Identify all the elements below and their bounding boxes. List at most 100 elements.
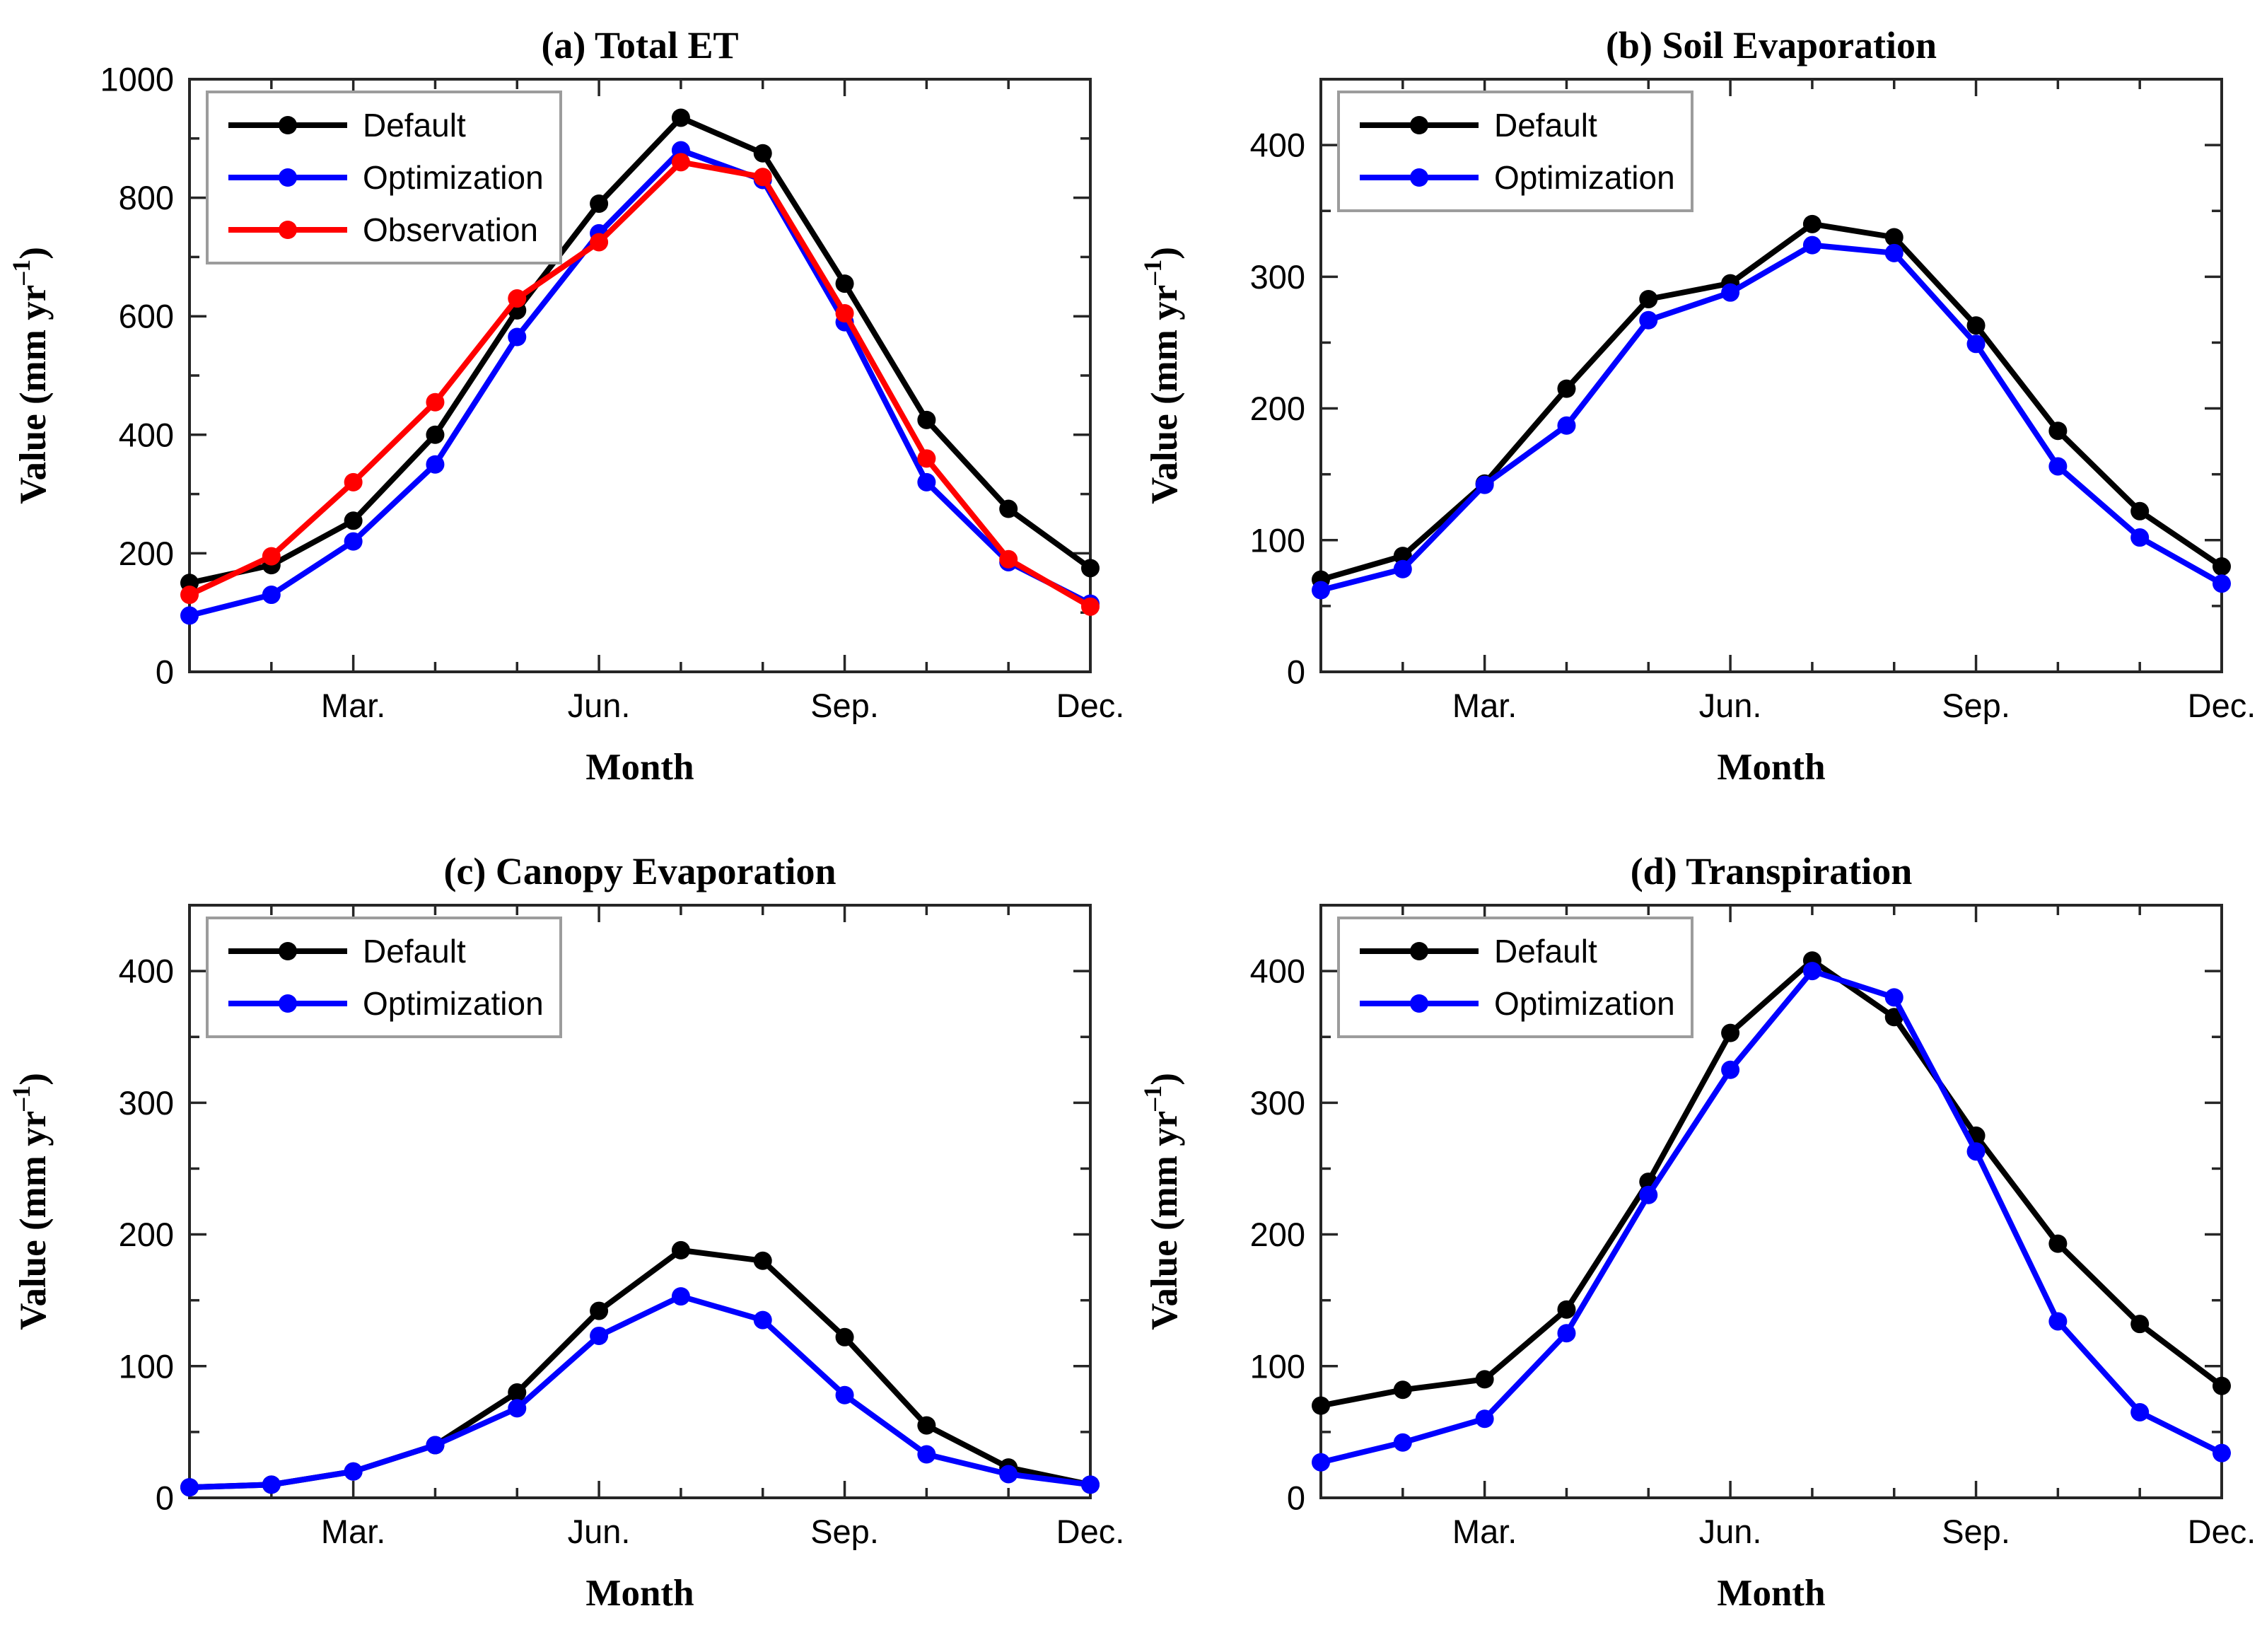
x-axis-ticks — [188, 79, 1092, 672]
panel-a-total-et: 0 200 400 600 800 1000 Mar. Jun. Sep. Dec. (a) Tot… — [0, 0, 1131, 826]
plot-border — [188, 904, 1092, 1499]
data-point-marker — [671, 153, 690, 172]
data-point-marker — [1393, 559, 1412, 578]
y-tick-label: 0 — [156, 1479, 174, 1517]
y-axis-ticks — [1321, 904, 2222, 1499]
data-point-marker — [2213, 1443, 2231, 1462]
legend-sample-marker-observation — [279, 221, 297, 239]
y-tick-label: 600 — [119, 298, 174, 335]
data-point-marker — [508, 289, 527, 308]
data-point-marker — [1557, 1300, 1576, 1319]
plot-border — [1319, 78, 2223, 673]
data-point-marker — [1802, 962, 1821, 981]
y-tick-label: 200 — [1250, 390, 1305, 427]
panel-d-transpiration: 0 100 200 300 400 Mar. Jun. Sep. Dec. (d) Transpi… — [1131, 826, 2262, 1652]
data-point-marker — [1884, 988, 1904, 1007]
data-point-marker — [262, 1475, 281, 1494]
data-point-marker — [1721, 1023, 1740, 1042]
y-tick-label: 400 — [119, 416, 174, 453]
x-axis-label: Month — [585, 1573, 694, 1614]
chart-d: 0 100 200 300 400 Mar. Jun. Sep. Dec. (d) Transpi… — [1138, 850, 2256, 1614]
series-optimization-line — [1318, 242, 2225, 593]
legend-box — [206, 917, 562, 1038]
data-point-marker — [753, 168, 772, 187]
data-point-marker — [1884, 243, 1904, 262]
panel-b-soil-evaporation: 0 100 200 300 400 Mar. Jun. Sep. Dec. (b) Soil Ev… — [1131, 0, 2262, 826]
data-point-marker — [671, 108, 690, 127]
series-optimization-line — [1318, 968, 2225, 1465]
data-point-marker — [1312, 1396, 1330, 1415]
panel-c-canopy-evaporation: 0 100 200 300 400 Mar. Jun. Sep. Dec. (c) Canopy … — [0, 826, 1131, 1652]
data-point-marker — [1312, 581, 1330, 600]
x-axis-label: Month — [1717, 747, 1825, 788]
y-axis-label: Value (mm yr–1) — [7, 247, 54, 504]
data-point-marker — [1393, 1380, 1412, 1400]
data-point-marker — [2048, 421, 2068, 441]
panel-title: (b) Soil Evaporation — [1606, 24, 1937, 66]
data-point-marker — [999, 549, 1018, 569]
x-tick-label: Dec. — [1056, 1513, 1125, 1550]
panel-title: (a) Total ET — [541, 24, 738, 66]
legend-sample-marker-default — [1410, 942, 1428, 960]
panel-title: (c) Canopy Evaporation — [443, 850, 836, 892]
data-point-marker — [2048, 1312, 2068, 1331]
x-tick-label: Sep. — [1942, 687, 2010, 724]
legend-label-observation: Observation — [363, 211, 538, 248]
y-tick-label: 200 — [119, 1216, 174, 1253]
y-tick-label: 0 — [1287, 1479, 1305, 1517]
data-point-marker — [2048, 457, 2068, 476]
y-tick-label: 0 — [156, 653, 174, 691]
series-optimization-markers — [1312, 962, 2231, 1472]
x-tick-label: Dec. — [1056, 687, 1125, 724]
series-observation-markers — [180, 153, 1100, 616]
data-point-marker — [590, 233, 609, 252]
legend-label-optimization: Optimization — [363, 159, 544, 196]
y-tick-label: 100 — [1250, 1347, 1305, 1385]
data-point-marker — [344, 472, 363, 491]
y-axis-label: Value (mm yr–1) — [1138, 1073, 1185, 1330]
y-tick-label: 400 — [1250, 127, 1305, 164]
data-point-marker — [2213, 1376, 2231, 1395]
x-axis-ticks — [1319, 79, 2223, 672]
data-point-marker — [508, 327, 527, 347]
x-tick-label: Sep. — [810, 687, 879, 724]
data-point-marker — [1966, 1142, 1986, 1161]
data-point-marker — [1802, 214, 1821, 233]
data-point-marker — [835, 1327, 854, 1346]
data-point-marker — [1802, 235, 1821, 255]
legend: Default Optimization — [1337, 91, 1693, 212]
data-point-marker — [344, 1462, 363, 1481]
data-point-marker — [1081, 1475, 1100, 1494]
panel-title: (d) Transpiration — [1631, 850, 1913, 892]
legend-box — [1337, 91, 1693, 212]
legend: Default Optimization Observation — [206, 91, 562, 264]
data-point-marker — [1081, 559, 1100, 578]
data-point-marker — [917, 1445, 936, 1464]
data-point-marker — [344, 532, 363, 551]
data-point-marker — [2213, 557, 2231, 576]
legend-label-default: Default — [1494, 933, 1597, 970]
data-point-marker — [1557, 379, 1576, 398]
legend-label-optimization: Optimization — [1494, 985, 1675, 1022]
series-default-line — [1318, 221, 2225, 583]
data-point-marker — [917, 449, 936, 468]
legend-sample-marker-default — [1410, 116, 1428, 134]
y-tick-label: 0 — [1287, 653, 1305, 691]
legend-sample-marker-default — [279, 942, 297, 960]
y-tick-label: 300 — [1250, 1084, 1305, 1122]
data-point-marker — [426, 392, 445, 412]
data-point-marker — [1475, 1370, 1494, 1389]
y-tick-label: 400 — [119, 953, 174, 990]
y-tick-label: 400 — [1250, 953, 1305, 990]
data-point-marker — [1639, 310, 1658, 330]
series-optimization-line — [187, 147, 1093, 619]
data-point-marker — [917, 472, 936, 491]
legend-label-optimization: Optimization — [363, 985, 544, 1022]
data-point-marker — [1312, 1453, 1330, 1472]
data-point-marker — [671, 1287, 690, 1306]
data-point-marker — [1884, 228, 1904, 247]
legend-box — [1337, 917, 1693, 1038]
data-point-marker — [590, 194, 609, 213]
data-point-marker — [2130, 528, 2150, 547]
